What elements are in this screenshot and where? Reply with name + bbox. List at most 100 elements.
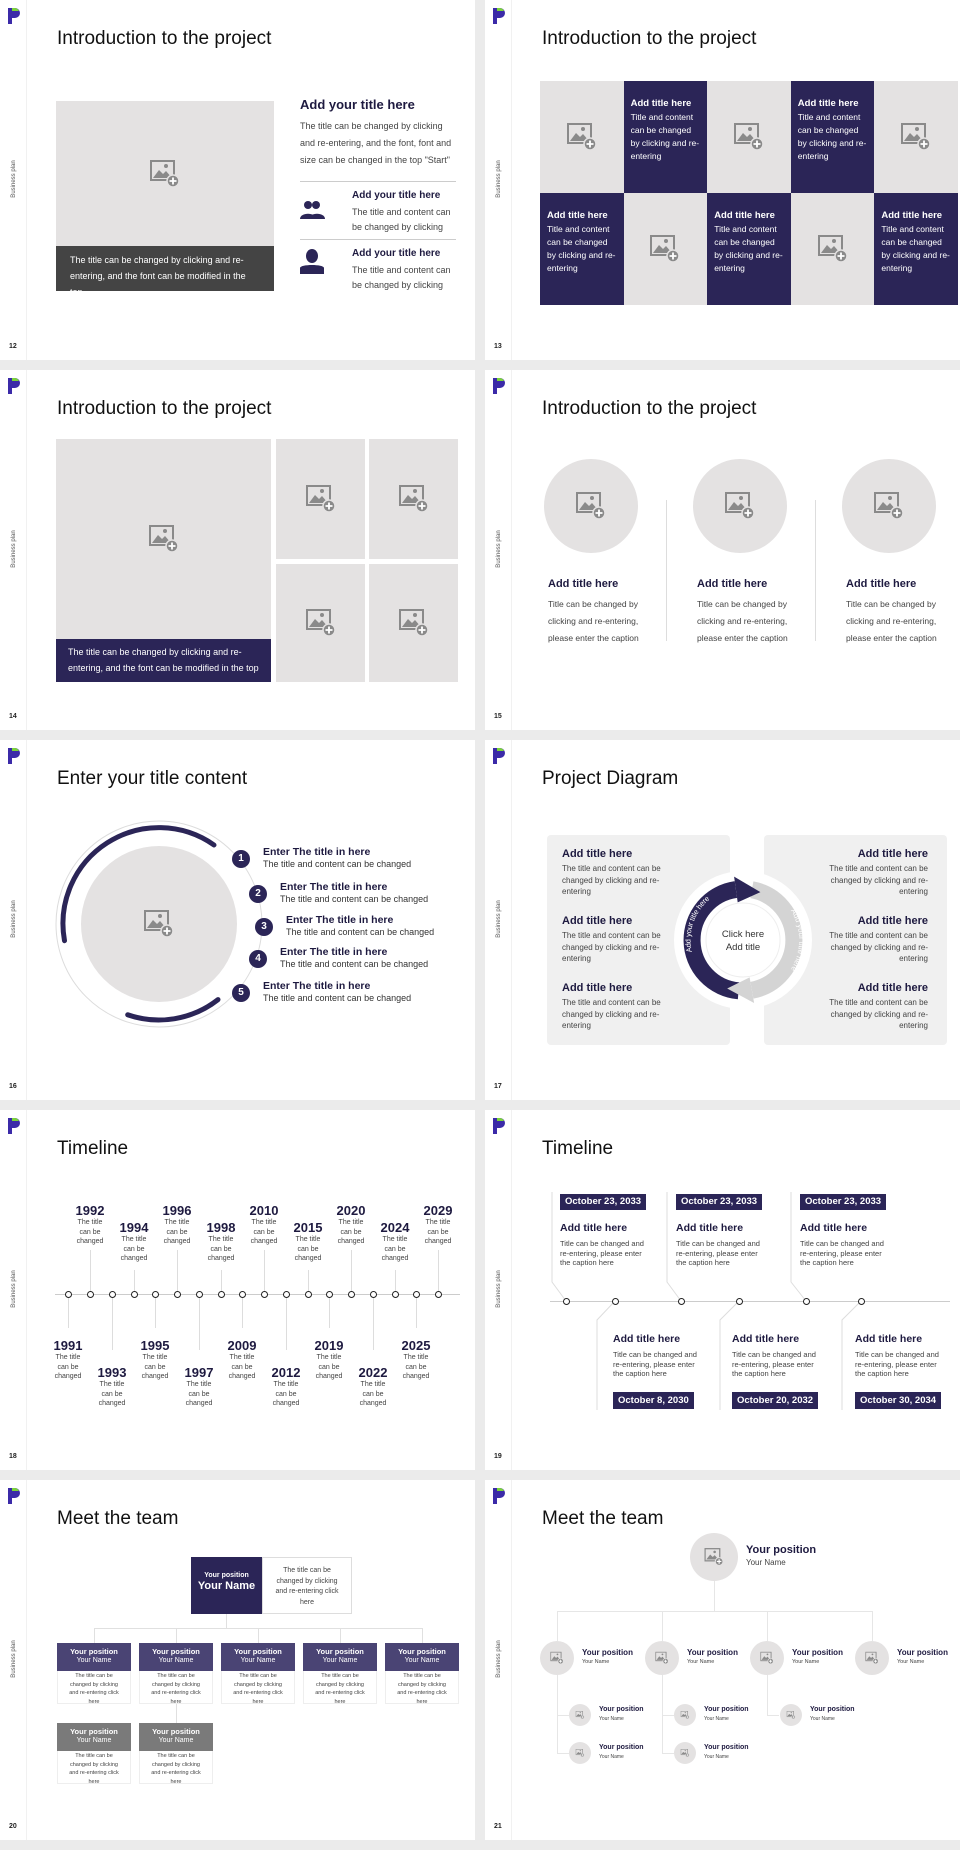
content-card[interactable]: Add title here Title and content can be c… <box>623 81 708 193</box>
timeline-node[interactable] <box>174 1291 181 1298</box>
slide-title[interactable]: Enter your title content <box>57 768 248 789</box>
member-card-header[interactable]: Your position Your Name <box>385 1643 459 1671</box>
slide-12[interactable]: The title can be changed by clicking and… <box>0 0 475 360</box>
timeline-node[interactable] <box>370 1291 377 1298</box>
member-name: Your Name <box>792 1659 820 1665</box>
side-label: Business plan <box>11 1270 17 1308</box>
slide-title[interactable]: Meet the team <box>57 1508 179 1529</box>
member-card-header[interactable]: Your position Your Name <box>139 1723 213 1751</box>
member-card-header[interactable]: Your position Your Name <box>139 1643 213 1671</box>
slide-16[interactable]: Business plan 16 Enter your title content 1… <box>0 740 475 1100</box>
image-placeholder[interactable] <box>874 81 958 193</box>
card-title: Add title here <box>881 210 943 221</box>
slide-13[interactable]: Business plan 13 Introduction to the proje… <box>485 0 960 360</box>
timeline-node[interactable] <box>196 1291 203 1298</box>
timeline-node[interactable] <box>392 1291 399 1298</box>
timeline-node[interactable] <box>678 1298 685 1305</box>
logo <box>8 378 20 394</box>
image-placeholder[interactable] <box>674 1742 696 1764</box>
slide-14[interactable]: The title can be changed by clicking and… <box>0 370 475 730</box>
image-placeholder[interactable] <box>842 459 936 553</box>
timeline-node[interactable] <box>803 1298 810 1305</box>
content-card[interactable]: Add title here Title and content can be c… <box>540 193 624 305</box>
timeline-node[interactable] <box>152 1291 159 1298</box>
org-connector <box>557 1675 558 1753</box>
slide-title[interactable]: Project Diagram <box>542 768 679 789</box>
slide-15[interactable]: Business plan 15 Introduction to the proje… <box>485 370 960 730</box>
image-placeholder[interactable] <box>790 193 875 305</box>
slide-title[interactable]: Introduction to the project <box>542 398 757 419</box>
image-placeholder[interactable] <box>750 1641 784 1675</box>
org-connector <box>662 1753 674 1754</box>
image-placeholder[interactable] <box>855 1641 889 1675</box>
image-placeholder[interactable] <box>369 439 458 559</box>
page-number: 21 <box>494 1823 502 1830</box>
image-placeholder[interactable] <box>780 1704 802 1726</box>
image-placeholder[interactable] <box>540 81 624 193</box>
timeline-node[interactable] <box>109 1291 116 1298</box>
timeline-node[interactable] <box>612 1298 619 1305</box>
timeline-node[interactable] <box>131 1291 138 1298</box>
event-text: The title can be changed <box>54 1354 82 1380</box>
slide-19[interactable]: Business plan 19 Timeline October 23, 2033 A… <box>485 1110 960 1470</box>
center-title-line2[interactable]: Add title <box>726 942 760 953</box>
timeline-node[interactable] <box>65 1291 72 1298</box>
image-placeholder[interactable] <box>276 564 365 682</box>
image-placeholder[interactable] <box>707 81 791 193</box>
slide-title[interactable]: Timeline <box>57 1138 129 1159</box>
content-card[interactable]: Add title here Title and content can be c… <box>874 193 958 305</box>
slide-title[interactable]: Introduction to the project <box>57 28 272 49</box>
member-card-header[interactable]: Your position Your Name <box>57 1643 131 1671</box>
image-placeholder[interactable] <box>623 193 708 305</box>
member-description: The title can be changed by clicking and… <box>57 1751 131 1784</box>
image-placeholder[interactable] <box>369 564 458 682</box>
timeline-node[interactable] <box>261 1291 268 1298</box>
slide-18[interactable]: Business plan 18 Timeline 1991 The title can… <box>0 1110 475 1470</box>
slide-20[interactable]: Your position Your Name The title can be… <box>0 1480 475 1840</box>
timeline-node[interactable] <box>218 1291 225 1298</box>
timeline-node[interactable] <box>348 1291 355 1298</box>
timeline-node[interactable] <box>87 1291 94 1298</box>
timeline-node[interactable] <box>858 1298 865 1305</box>
timeline-stem <box>416 1294 417 1328</box>
member-card-header[interactable]: Your position Your Name <box>221 1643 295 1671</box>
image-placeholder[interactable] <box>693 459 787 553</box>
image-placeholder-circle[interactable] <box>81 846 237 1002</box>
timeline-node[interactable] <box>563 1298 570 1305</box>
center-title-line1[interactable]: Click here <box>722 929 764 940</box>
slide-title[interactable]: Introduction to the project <box>542 28 757 49</box>
image-placeholder[interactable] <box>690 1533 738 1581</box>
member-card-header[interactable]: Your position Your Name <box>57 1723 131 1751</box>
org-connector <box>226 1614 227 1628</box>
date-badge: October 23, 2033 <box>800 1194 887 1210</box>
timeline-node[interactable] <box>736 1298 743 1305</box>
image-placeholder[interactable] <box>569 1704 591 1726</box>
image-placeholder[interactable] <box>544 459 638 553</box>
member-position: Your position <box>687 1648 738 1657</box>
image-placeholder[interactable] <box>674 1704 696 1726</box>
image-placeholder[interactable] <box>645 1641 679 1675</box>
timeline-node[interactable] <box>413 1291 420 1298</box>
content-card[interactable]: Add title here Title and content can be c… <box>707 193 791 305</box>
slide-title[interactable]: Meet the team <box>542 1508 664 1529</box>
timeline-node[interactable] <box>305 1291 312 1298</box>
image-placeholder[interactable] <box>56 101 274 246</box>
event-text: Title can be changed and re-entering, pl… <box>732 1350 816 1379</box>
timeline-node[interactable] <box>435 1291 442 1298</box>
timeline-node[interactable] <box>283 1291 290 1298</box>
image-placeholder[interactable] <box>540 1641 574 1675</box>
member-description: The title can be changed by clicking and… <box>57 1671 131 1704</box>
timeline-node[interactable] <box>326 1291 333 1298</box>
image-placeholder[interactable] <box>276 439 365 559</box>
slide-title[interactable]: Introduction to the project <box>57 398 272 419</box>
step-text: The title and content can be changed <box>280 959 429 969</box>
image-placeholder[interactable] <box>569 1742 591 1764</box>
member-card-header[interactable]: Your position Your Name <box>303 1643 377 1671</box>
timeline-node[interactable] <box>239 1291 246 1298</box>
slide-21[interactable]: Business plan 21 Meet the team Your positio… <box>485 1480 960 1840</box>
slide-title[interactable]: Timeline <box>542 1138 614 1159</box>
lead-card[interactable]: Your position Your Name <box>191 1557 262 1614</box>
content-card[interactable]: Add title here Title and content can be c… <box>790 81 875 193</box>
timeline-stem <box>329 1294 330 1328</box>
slide-17[interactable]: Add your title here Add your title here … <box>485 740 960 1100</box>
